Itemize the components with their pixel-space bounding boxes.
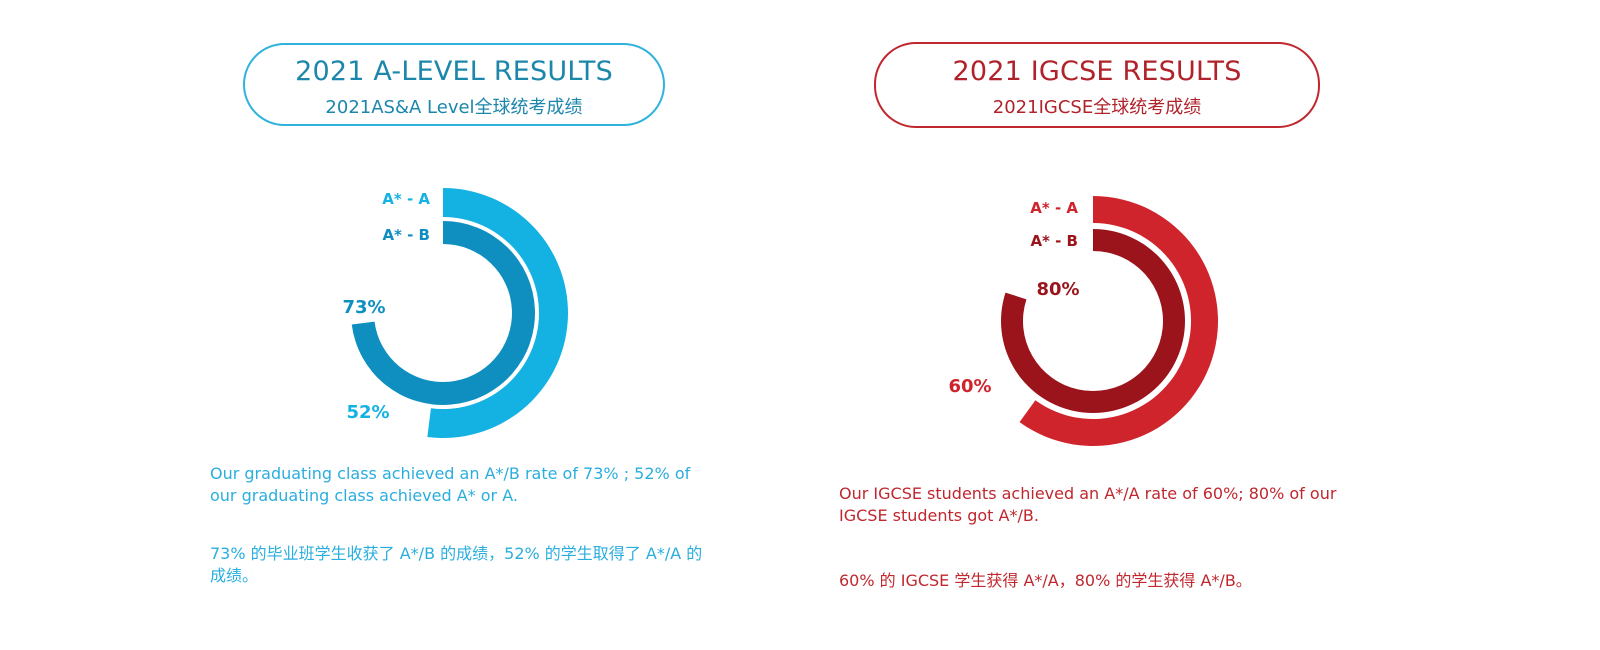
alevel-radial-chart: A* - A 52% A* - B 73% — [342, 188, 568, 438]
alevel-value-label-astar-a: 52% — [346, 402, 389, 423]
igcse-description-en: Our IGCSE students achieved an A*/A rate… — [839, 484, 1337, 525]
igcse-series-label-astar-a: A* - A — [1030, 199, 1078, 217]
igcse-title: 2021 IGCSE RESULTS — [952, 56, 1242, 87]
igcse-description-cn: 60% 的 IGCSE 学生获得 A*/A，80% 的学生获得 A*/B。 — [839, 571, 1252, 590]
alevel-series-label-astar-b: A* - B — [382, 226, 430, 244]
alevel-title-box: 2021 A-LEVEL RESULTS 2021AS&A Level全球统考成… — [243, 43, 665, 126]
igcse-bar-astar-b — [1001, 229, 1185, 413]
igcse-series-label-astar-b: A* - B — [1030, 232, 1078, 250]
igcse-radial-chart: A* - A 60% A* - B 80% — [948, 196, 1218, 446]
igcse-title-box: 2021 IGCSE RESULTS 2021IGCSE全球统考成绩 — [874, 42, 1320, 128]
igcse-value-label-astar-a: 60% — [948, 376, 991, 397]
alevel-description-en: Our graduating class achieved an A*/B ra… — [210, 464, 691, 505]
igcse-bar-astar-a — [1019, 196, 1218, 446]
alevel-bar-astar-a — [427, 188, 568, 438]
alevel-description-cn: 73% 的毕业班学生收获了 A*/B 的成绩，52% 的学生取得了 A*/A 的… — [210, 544, 703, 585]
igcse-panel: 2021 IGCSE RESULTS 2021IGCSE全球统考成绩 A* - … — [800, 0, 1600, 650]
alevel-panel: 2021 A-LEVEL RESULTS 2021AS&A Level全球统考成… — [210, 43, 703, 585]
alevel-value-label-astar-b: 73% — [342, 297, 385, 318]
igcse-subtitle: 2021IGCSE全球统考成绩 — [992, 97, 1202, 118]
alevel-series-label-astar-a: A* - A — [382, 190, 430, 208]
igcse-value-label-astar-b: 80% — [1036, 279, 1079, 300]
alevel-title: 2021 A-LEVEL RESULTS — [295, 56, 613, 87]
alevel-subtitle: 2021AS&A Level全球统考成绩 — [325, 97, 583, 118]
